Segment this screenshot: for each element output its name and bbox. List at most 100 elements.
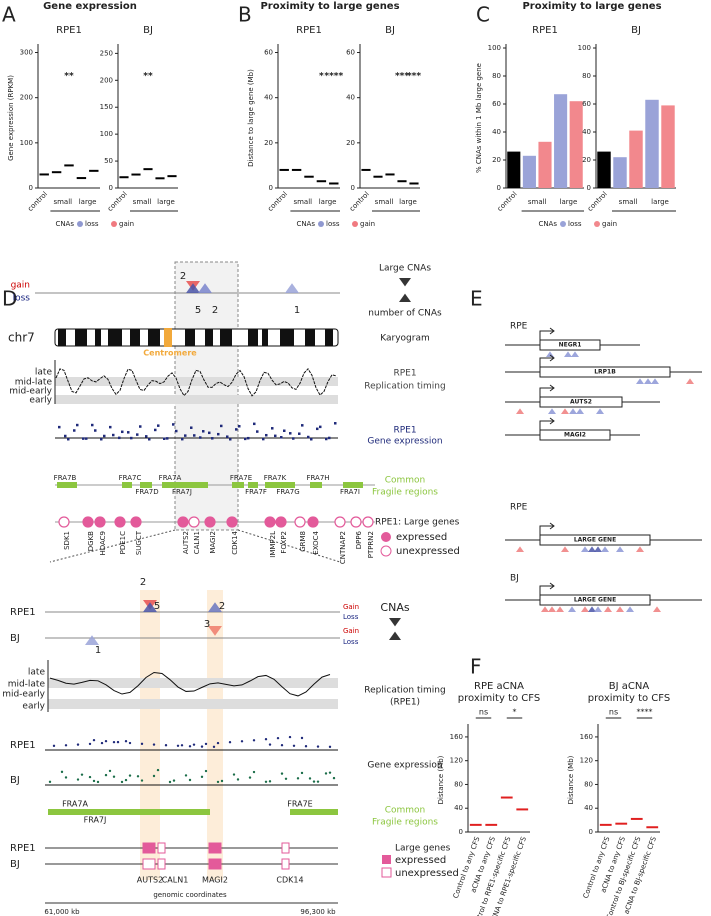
label: RPE1 bbox=[10, 607, 36, 618]
gene-name: MAGI2 bbox=[564, 432, 586, 439]
group-label: large bbox=[560, 198, 578, 206]
y-tick-label: 0 bbox=[587, 184, 591, 192]
expression-dot bbox=[316, 780, 320, 783]
label: 61,000 kb bbox=[44, 908, 80, 916]
expression-dot bbox=[325, 437, 328, 441]
cna-triangle bbox=[594, 546, 602, 552]
gene-name: NEGR1 bbox=[559, 342, 582, 349]
gene-name: SDK1 bbox=[63, 531, 71, 550]
expression-dot bbox=[108, 769, 112, 773]
legend-title: CNAs bbox=[55, 220, 74, 228]
karyogram-band bbox=[205, 329, 213, 346]
label: Gene expression bbox=[367, 761, 442, 771]
label: expressed bbox=[396, 532, 447, 543]
y-tick-label: 60 bbox=[346, 49, 355, 57]
tss-arrow bbox=[539, 417, 555, 430]
label: 2 bbox=[219, 601, 225, 612]
legend-swatch bbox=[318, 221, 324, 227]
cna-triangle bbox=[581, 546, 589, 552]
bar bbox=[613, 157, 627, 188]
label: mid-early bbox=[9, 387, 52, 397]
expression-dot bbox=[304, 745, 308, 748]
expression-dot bbox=[252, 770, 256, 774]
expression-dot bbox=[168, 780, 172, 784]
label: Common bbox=[385, 476, 426, 486]
expression-dot bbox=[256, 430, 259, 433]
tss-arrow bbox=[539, 327, 555, 340]
expression-dot bbox=[76, 778, 80, 781]
gene-name: LARGE GENE bbox=[574, 597, 616, 604]
expression-dot bbox=[180, 744, 184, 747]
timing-band bbox=[55, 377, 338, 386]
significance: ns bbox=[479, 708, 488, 717]
chart-title: BJ bbox=[385, 25, 395, 36]
significance: ** bbox=[64, 72, 74, 82]
expression-dot bbox=[76, 743, 80, 746]
chart-subtitle: proximity to CFS bbox=[588, 693, 670, 704]
karyogram-band bbox=[130, 329, 140, 346]
expression-dot bbox=[73, 429, 76, 432]
x-tick-label: control bbox=[496, 190, 519, 213]
label: FRA7J bbox=[172, 488, 192, 496]
panel-letter: B bbox=[238, 3, 252, 27]
gene-box bbox=[142, 842, 156, 854]
expression-dot bbox=[211, 437, 214, 440]
expression-dot bbox=[280, 436, 283, 439]
row-label: BJ bbox=[10, 775, 20, 786]
y-tick-label: 80 bbox=[492, 72, 501, 80]
y-tick-label: 0 bbox=[589, 828, 593, 836]
y-tick-label: 40 bbox=[346, 94, 355, 102]
legend-swatch bbox=[381, 532, 391, 542]
legend-title: CNAs bbox=[296, 220, 315, 228]
cna-triangle bbox=[653, 606, 661, 612]
significance: * bbox=[513, 708, 517, 717]
label: Centromere bbox=[143, 349, 197, 358]
expression-dot bbox=[112, 433, 115, 437]
cna-triangle bbox=[568, 606, 576, 612]
expression-dot bbox=[232, 773, 236, 776]
expression-dot bbox=[164, 744, 168, 747]
y-tick-label: 20 bbox=[492, 156, 501, 164]
expression-dot bbox=[148, 437, 151, 441]
label: Karyogram bbox=[380, 334, 430, 344]
expression-dot bbox=[292, 744, 296, 747]
cna-triangle bbox=[616, 546, 624, 552]
label: Loss bbox=[343, 613, 359, 621]
gene-box bbox=[539, 534, 651, 546]
cna-triangle bbox=[186, 283, 200, 293]
karyogram-band bbox=[185, 329, 195, 346]
y-tick-label: 50 bbox=[104, 157, 113, 165]
expression-dot bbox=[328, 436, 331, 440]
label: Gain bbox=[343, 627, 359, 635]
label: Fragile regions bbox=[372, 818, 438, 828]
cna-triangle bbox=[644, 378, 652, 384]
panel-letter: C bbox=[476, 3, 490, 27]
cna-triangle bbox=[389, 631, 401, 640]
tss-arrow bbox=[539, 522, 555, 535]
expression-dot bbox=[247, 436, 250, 440]
zoom-line bbox=[237, 529, 341, 563]
y-tick-label: 200 bbox=[20, 94, 33, 102]
bar bbox=[522, 155, 536, 188]
expression-dot bbox=[253, 422, 256, 426]
significance: **** bbox=[637, 708, 653, 717]
legend-label: gain bbox=[119, 220, 134, 228]
expression-dot bbox=[103, 434, 106, 438]
label: 1 bbox=[294, 305, 300, 316]
tss-arrow bbox=[539, 354, 555, 367]
label: Fragile regions bbox=[372, 488, 438, 498]
timing-curve bbox=[49, 671, 331, 697]
gene-name: GRM8 bbox=[299, 531, 307, 552]
legend-swatch bbox=[111, 221, 117, 227]
gene-marker bbox=[114, 516, 126, 528]
group-label: large bbox=[79, 198, 97, 206]
legend-swatch bbox=[380, 545, 392, 557]
cna-triangle bbox=[626, 606, 634, 612]
label: FRA7I bbox=[340, 488, 360, 496]
y-tick-label: 80 bbox=[584, 780, 593, 788]
label: FRA7J bbox=[84, 816, 107, 825]
expression-dot bbox=[76, 423, 79, 427]
expression-dot bbox=[220, 779, 224, 783]
expression-dot bbox=[172, 779, 176, 782]
label: late bbox=[28, 668, 46, 678]
